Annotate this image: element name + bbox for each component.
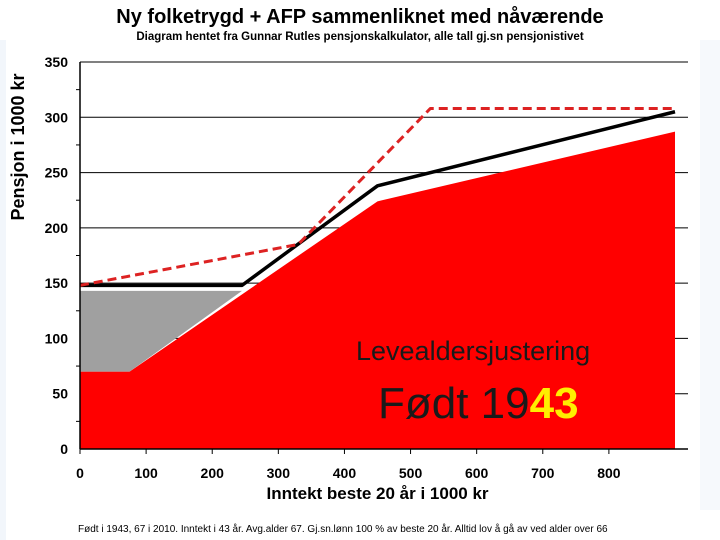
y-tick-label: 100 [45,330,69,346]
x-tick-label: 500 [399,465,423,481]
footnote: Født i 1943, 67 i 2010. Inntekt i 43 år.… [78,524,608,535]
annotation-fodt: Født 1943 [378,382,579,426]
y-tick-label: 50 [52,386,68,402]
annotation-fodt-prefix: Født 19 [378,379,530,428]
y-tick-label: 0 [60,441,68,457]
x-axis-label: Inntekt beste 20 år i 1000 kr [266,484,489,503]
x-tick-label: 100 [134,465,158,481]
x-tick-label: 0 [76,465,84,481]
y-tick-label: 200 [45,220,69,236]
y-tick-label: 350 [45,54,69,70]
y-tick-label: 250 [45,165,69,181]
line-series-0 [80,110,676,288]
line-series-1 [79,106,675,287]
x-tick-label: 400 [333,465,357,481]
left-decor-strip [0,40,6,540]
chart-title: Ny folketrygd + AFP sammenliknet med nåv… [116,6,604,28]
x-tick-label: 700 [531,465,555,481]
annotation-levealdersjustering: Levealdersjustering [356,336,591,366]
x-tick-label: 800 [597,465,621,481]
y-tick-label: 150 [45,275,69,291]
chart-subtitle: Diagram hentet fra Gunnar Rutles pensjon… [136,31,584,43]
area-series-1 [80,290,242,372]
area-series-0 [80,131,675,449]
x-tick-label: 300 [267,465,291,481]
x-tick-label: 600 [465,465,489,481]
annotation-fodt-highlight: 43 [529,379,579,428]
x-tick-label: 200 [201,465,225,481]
y-tick-label: 300 [45,109,69,125]
right-decor-strip [700,40,720,510]
